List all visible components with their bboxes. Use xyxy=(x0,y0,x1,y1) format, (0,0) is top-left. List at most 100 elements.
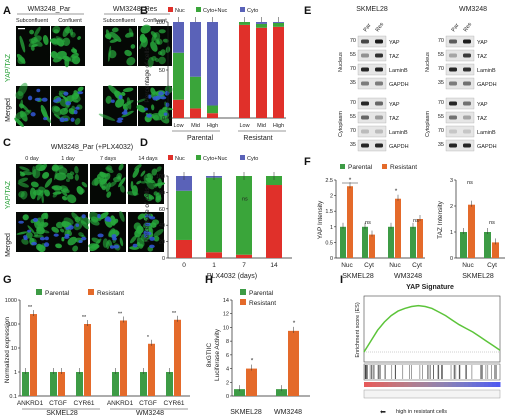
cell-shape xyxy=(77,36,81,40)
bar-resistant-2 xyxy=(84,324,91,396)
blot-r-cyt-band-2-0 xyxy=(449,129,457,134)
blot-r-nuc-band-0-1 xyxy=(463,39,471,44)
cell-shape xyxy=(71,52,79,59)
gsea-rank-cell xyxy=(384,382,389,387)
blot-r-nuc-band-3-1 xyxy=(463,81,471,86)
col-subconfluent-1: Subconfluent xyxy=(16,18,49,24)
nucleus xyxy=(27,229,32,233)
ns-label: ns xyxy=(467,180,473,186)
nucleus xyxy=(63,91,69,96)
bar-parental-2 xyxy=(76,372,83,396)
cell-shape xyxy=(51,226,60,233)
cell-shape xyxy=(107,45,112,62)
bar-resistant-3 xyxy=(120,320,127,396)
x-tick-label: Nuc xyxy=(389,262,401,269)
cell-shape xyxy=(99,180,104,189)
legend-label-cyto-d: Cyto xyxy=(247,156,258,162)
nucleus xyxy=(97,233,104,238)
panel-i: YAP Signature Enrichment score (ES) ⬅ hi… xyxy=(355,284,501,416)
blot-l-cyt-band-1-0 xyxy=(361,115,369,120)
lane-par-r: Par xyxy=(451,23,461,34)
cell-shape xyxy=(64,56,70,68)
gsea-rank-cell xyxy=(488,382,493,387)
blot-r-nuc-strip-0 xyxy=(445,35,475,48)
row-label-yaptaz: YAP/TAZ xyxy=(5,53,12,82)
cell-shape xyxy=(158,56,166,65)
bar-nuc-1 xyxy=(190,108,201,118)
nucleus xyxy=(158,91,164,96)
bar-parental-1 xyxy=(484,232,491,258)
blot-r-cyt-mw-0: 70 xyxy=(438,100,444,106)
sig-star: * xyxy=(147,335,150,341)
x-tick-label: ANKRD1 xyxy=(107,400,134,407)
blot-r-cyt-protein-2: LaminB xyxy=(477,130,496,136)
cell-shape xyxy=(140,24,151,34)
panel-c: WM3248_Par (+PLX4032) 0 day 1 day 7 days… xyxy=(5,144,166,257)
y-tick-label: 6 xyxy=(226,353,229,359)
bar-resistant-3 xyxy=(417,219,423,258)
blot-l-nuc-band-2-0 xyxy=(361,67,369,72)
cell-shape xyxy=(99,171,107,178)
cell-shape xyxy=(108,228,116,238)
bar-resistant-0 xyxy=(468,204,475,258)
cell-shape xyxy=(143,193,155,200)
y-tick-label: 0 xyxy=(162,116,165,122)
legend-label-nuc: Nuc xyxy=(175,8,185,14)
cell-shape xyxy=(53,29,60,34)
x-tick-label: 7 xyxy=(242,262,246,269)
cell-shape xyxy=(21,238,29,245)
blot-l-cyt-protein-2: LaminB xyxy=(389,130,408,136)
gsea-rank-cell xyxy=(452,382,457,387)
cell-shape xyxy=(126,97,132,110)
cell-shape xyxy=(71,212,79,221)
col-subconfluent-2: Subconfluent xyxy=(103,18,136,24)
panel-h: Parental Resistant 8xGTIIC Luciferase Ac… xyxy=(206,289,310,416)
cell-shape xyxy=(17,56,26,65)
cell-shape xyxy=(122,104,128,111)
blot-l-cyt-protein-1: TAZ xyxy=(389,116,400,122)
blot-l-cyt-mw-2: 70 xyxy=(350,128,356,134)
legend-swatch-parental-h xyxy=(240,289,246,295)
col-confluent-2: Confluent xyxy=(143,18,167,24)
blot-r-nuc-protein-3: GAPDH xyxy=(477,82,497,88)
nucleus xyxy=(113,244,120,249)
panel-a: WM3248_Par WM3248_Res Subconfluent Confl… xyxy=(5,6,174,127)
legend-label-resistant-f: Resistant xyxy=(390,164,417,171)
gsea-rank-cell xyxy=(416,382,421,387)
cell-wm3248-g: WM3248 xyxy=(136,410,164,417)
gsea-rank-cell xyxy=(492,382,497,387)
ylabel-h2: Luciferase Activity xyxy=(214,328,221,381)
nucleus xyxy=(32,217,39,222)
blot-l-nuc-band-3-1 xyxy=(375,81,383,86)
gsea-rank-cell xyxy=(468,382,473,387)
gsea-rank-cell xyxy=(364,382,369,387)
cell-shape xyxy=(88,243,100,249)
chart-d: 0 20 40 60 80 100 0 1 7 14 ns xyxy=(156,172,292,269)
y-tick-label: 2 xyxy=(226,380,229,386)
cell-shape xyxy=(18,103,25,109)
bar-nuc-5 xyxy=(273,26,284,118)
cell-shape xyxy=(62,188,70,194)
gsea-footer: high in resistant cells xyxy=(396,409,447,415)
micrograph-c-r1c2 xyxy=(88,210,126,252)
nucleus xyxy=(149,216,156,220)
blot-r-cyt-band-0-0 xyxy=(449,101,457,106)
cell-shape xyxy=(34,26,41,37)
bar-resistant-0 xyxy=(30,314,37,396)
y-tick-label: 80 xyxy=(159,190,165,196)
blot-l-cyt-strip-0 xyxy=(357,97,387,110)
bar-cytonuc-4 xyxy=(256,23,267,28)
legend-label-resistant-g: Resistant xyxy=(97,290,124,297)
nucleus xyxy=(164,91,170,96)
blot-r-cyt-strip-2 xyxy=(445,125,475,138)
gsea-rank-cell xyxy=(428,382,433,387)
cell-shape xyxy=(111,27,119,33)
y-tick-label: 0 xyxy=(330,256,333,262)
col-14days: 14 days xyxy=(138,156,158,162)
gsea-rank-cell xyxy=(432,382,437,387)
panel-b: Nuc Cyto+Nuc Cyto Percentage of cells 0 5… xyxy=(144,7,286,142)
nucleus xyxy=(165,102,170,108)
cell-shape xyxy=(109,181,117,188)
legend-swatch-resistant-f xyxy=(382,164,387,169)
